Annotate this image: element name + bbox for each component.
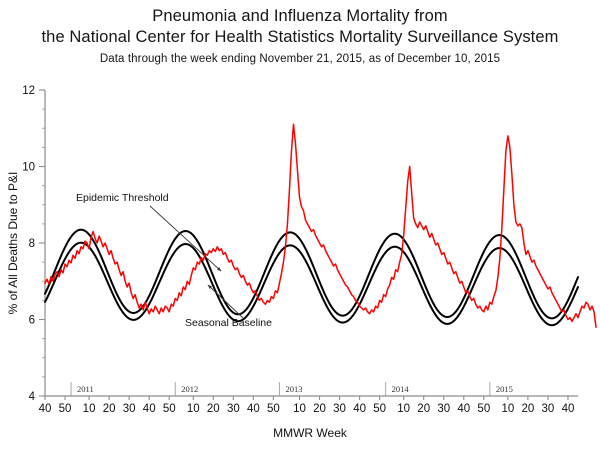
chart-title-block: Pneumonia and Influenza Mortality from t… bbox=[0, 6, 600, 68]
y-tick-label: 12 bbox=[22, 85, 35, 97]
x-tick-label: 10 bbox=[397, 403, 410, 415]
y-axis-title: % of All Deaths Due to P&I bbox=[6, 172, 20, 315]
x-tick-label: 40 bbox=[143, 403, 156, 415]
year-label: 2013 bbox=[285, 384, 302, 394]
x-axis-tick-labels: 40 50 10 20 30 40 50 10 20 30 40 50 10 20 30 40 50 10 20 30… bbox=[39, 403, 575, 415]
x-tick-label: 20 bbox=[313, 403, 326, 415]
x-tick-label: 30 bbox=[437, 403, 450, 415]
y-tick-label: 8 bbox=[29, 238, 35, 250]
y-tick-label: 6 bbox=[29, 315, 35, 327]
x-tick-label: 50 bbox=[59, 403, 72, 415]
x-tick-label: 40 bbox=[353, 403, 366, 415]
x-tick-label: 50 bbox=[373, 403, 386, 415]
x-tick-label: 50 bbox=[267, 403, 280, 415]
x-tick-label: 30 bbox=[542, 403, 555, 415]
page-title-line-1: Pneumonia and Influenza Mortality from bbox=[152, 7, 448, 25]
x-tick-label: 20 bbox=[207, 403, 220, 415]
x-tick-label: 20 bbox=[417, 403, 430, 415]
page-subtitle: Data through the week ending November 21… bbox=[99, 53, 501, 65]
y-axis-tick-labels: 4 6 8 10 12 bbox=[22, 85, 35, 403]
y-axis-ticks bbox=[39, 89, 45, 397]
x-tick-label: 30 bbox=[123, 403, 136, 415]
x-tick-label: 10 bbox=[293, 403, 306, 415]
epidemic-threshold-arrow bbox=[149, 205, 222, 272]
x-tick-label: 40 bbox=[247, 403, 260, 415]
epidemic-threshold-curve bbox=[44, 228, 579, 320]
y-tick-label: 4 bbox=[29, 391, 36, 403]
x-tick-label: 30 bbox=[333, 403, 346, 415]
x-tick-label: 40 bbox=[39, 403, 52, 415]
x-tick-label: 20 bbox=[103, 403, 116, 415]
x-tick-label: 30 bbox=[227, 403, 240, 415]
seasonal-baseline-curve bbox=[44, 241, 579, 327]
x-tick-label: 40 bbox=[562, 403, 575, 415]
x-axis-ticks bbox=[44, 396, 569, 400]
year-label: 2011 bbox=[77, 384, 94, 394]
x-axis-title: MMWR Week bbox=[273, 426, 348, 440]
x-tick-label: 10 bbox=[187, 403, 200, 415]
year-label: 2014 bbox=[392, 384, 410, 394]
seasonal-baseline-arrow bbox=[207, 284, 244, 319]
x-tick-label: 40 bbox=[457, 403, 470, 415]
x-tick-label: 10 bbox=[83, 403, 96, 415]
x-tick-label: 10 bbox=[501, 403, 514, 415]
epidemic-threshold-label: Epidemic Threshold bbox=[76, 192, 169, 204]
x-tick-label: 50 bbox=[477, 403, 490, 415]
year-label: 2012 bbox=[181, 384, 198, 394]
x-tick-label: 50 bbox=[163, 403, 176, 415]
y-tick-label: 10 bbox=[22, 162, 35, 174]
observed-pi-mortality-curve bbox=[44, 123, 597, 328]
page-title-line-2: the National Center for Health Statistic… bbox=[41, 28, 559, 46]
x-tick-label: 20 bbox=[522, 403, 535, 415]
year-band-labels: 2011 2012 2013 2014 2015 bbox=[70, 382, 513, 396]
seasonal-baseline-label: Seasonal Baseline bbox=[185, 317, 272, 329]
year-label: 2015 bbox=[496, 384, 513, 394]
